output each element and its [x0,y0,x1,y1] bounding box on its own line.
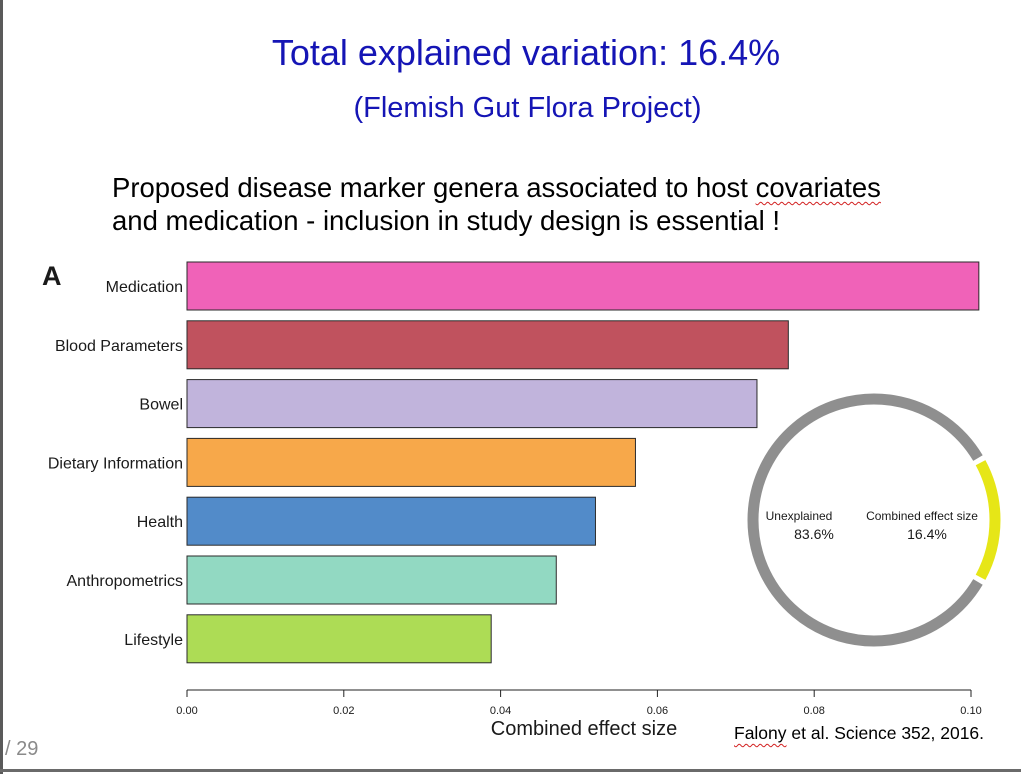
category-label: Bowel [139,397,183,414]
x-tick-label: 0.00 [176,705,197,717]
bar-anthropometrics [186,555,557,605]
panel-letter: A [42,261,62,291]
bar-health [186,496,596,546]
slide-frame-left [0,0,3,774]
ring-slice-unexplained [747,393,983,647]
citation-rest: et al. Science 352, 2016. [786,723,985,743]
category-label: Lifestyle [124,632,183,649]
ring-slice-combined-effect-size [975,460,1001,580]
heading-line2-text: and medication - inclusion in study desi… [112,204,781,236]
bar-medication [186,261,980,311]
ring-value-unexplained: 83.6% [794,526,834,542]
x-tick-label: 0.04 [490,705,511,717]
category-label: Anthropometrics [67,573,184,590]
category-label: Medication [106,279,183,296]
x-tick-label: 0.08 [803,705,824,717]
ring-label-unexplained: Unexplained [766,509,833,523]
slide-heading: Proposed disease marker genera associate… [112,172,992,237]
x-axis-title: Combined effect size [491,718,677,740]
ring-label-combined: Combined effect size [866,509,978,523]
heading-line1-text: Proposed disease marker genera associate… [112,172,756,203]
slide-title: Total explained variation: 16.4% [271,32,781,73]
bar-lifestyle [186,614,492,664]
slide-subtitle: (Flemish Gut Flora Project) [353,92,702,124]
bar-blood-parameters [186,320,789,370]
category-label: Dietary Information [48,455,183,472]
category-label: Blood Parameters [55,338,183,355]
category-label: Health [137,514,183,531]
x-tick-label: 0.10 [960,705,981,717]
citation-flagged-word: Falony [734,723,787,743]
bar-dietary-information [186,437,636,487]
bar-bowel [186,379,758,429]
x-tick-label: 0.06 [647,705,668,717]
page-number: / 29 [5,738,39,760]
x-tick-label: 0.02 [333,705,354,717]
ring-value-combined: 16.4% [907,526,947,542]
slide-frame-bottom [0,769,1021,772]
citation: Falony et al. Science 352, 2016. [734,723,984,744]
spellcheck-flagged-word: covariates [755,172,881,203]
